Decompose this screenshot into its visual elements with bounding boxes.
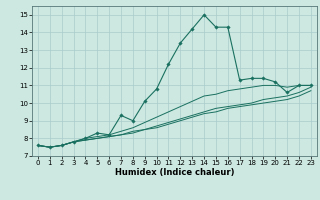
X-axis label: Humidex (Indice chaleur): Humidex (Indice chaleur): [115, 168, 234, 177]
